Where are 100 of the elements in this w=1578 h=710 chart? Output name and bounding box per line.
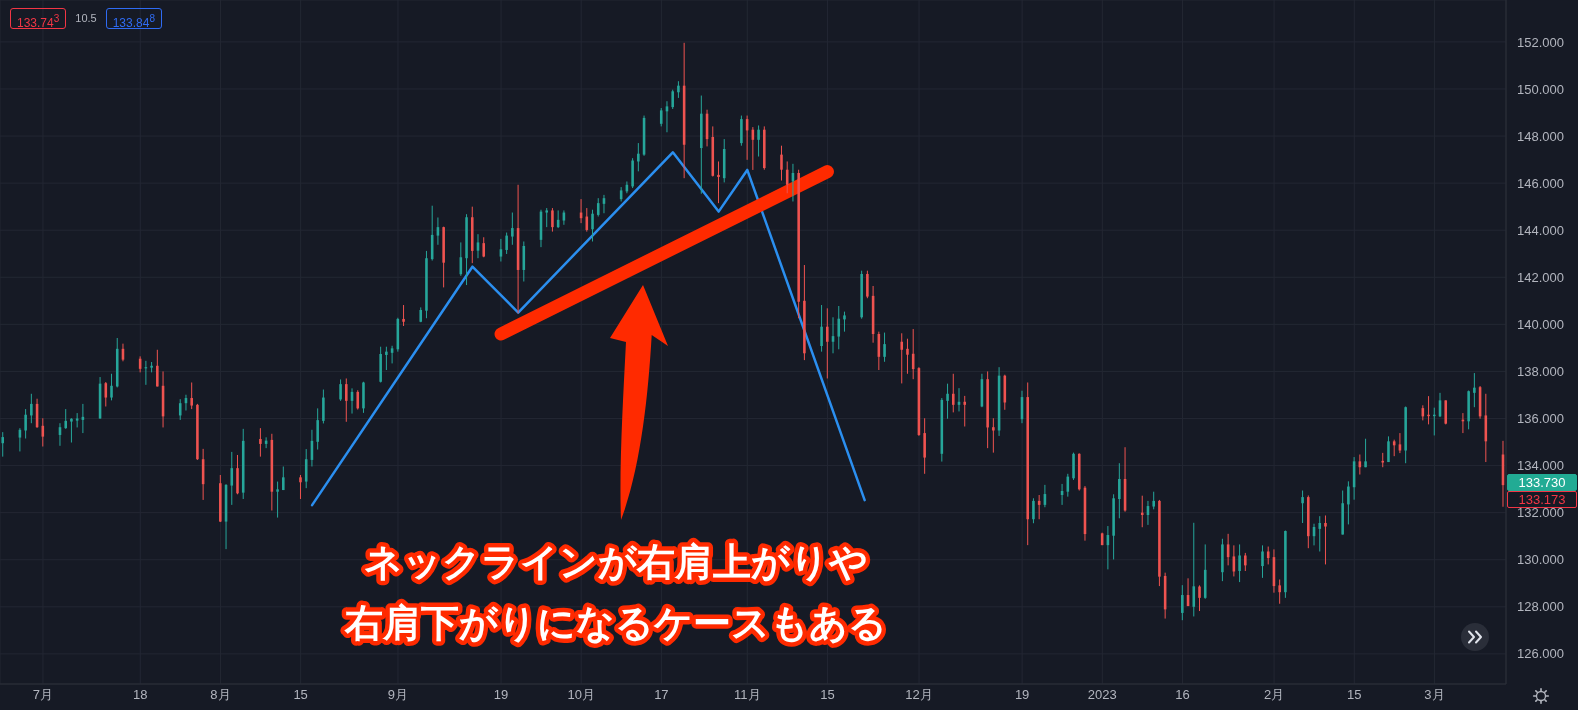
candlestick xyxy=(345,377,348,423)
candlestick xyxy=(259,427,262,458)
candlestick xyxy=(316,407,319,451)
candlestick xyxy=(1,431,5,458)
candlestick xyxy=(299,474,302,500)
x-tick-label: 2月 xyxy=(1263,687,1285,703)
x-tick-label: 19 xyxy=(1014,687,1030,703)
candlestick xyxy=(24,408,27,439)
y-tick-label: 132.000 xyxy=(1517,505,1564,521)
x-tick-label: 8月 xyxy=(210,687,231,703)
candlestick xyxy=(883,332,886,363)
y-tick-label: 128.000 xyxy=(1517,599,1564,615)
candlestick xyxy=(1118,462,1121,519)
x-tick-label: 17 xyxy=(654,687,669,703)
candlestick xyxy=(64,408,67,430)
x-tick-label: 16 xyxy=(1175,687,1190,703)
candlestick xyxy=(951,373,955,413)
price-tag: 133.173 xyxy=(1507,491,1577,508)
x-tick-label: 15 xyxy=(293,687,308,703)
candlestick xyxy=(1444,399,1448,425)
y-tick-label: 134.000 xyxy=(1517,458,1564,474)
candlestick xyxy=(780,145,783,182)
candlestick xyxy=(1181,584,1184,621)
candlestick xyxy=(659,107,663,127)
candlestick xyxy=(356,389,360,411)
x-tick-label: 11月 xyxy=(734,687,761,703)
y-tick-label: 126.000 xyxy=(1517,646,1564,662)
candlestick xyxy=(1032,497,1035,524)
x-tick-label: 10月 xyxy=(567,687,595,703)
x-tick-label: 12月 xyxy=(905,687,933,703)
candlestick xyxy=(322,389,325,424)
candlestick xyxy=(900,332,904,384)
candlestick xyxy=(1261,544,1264,579)
candlestick xyxy=(820,304,823,353)
candlestick xyxy=(946,383,949,420)
candlestick xyxy=(906,338,909,375)
candlestick xyxy=(826,307,829,379)
candlestick xyxy=(843,311,846,333)
y-tick-label: 144.000 xyxy=(1517,222,1564,238)
candlestick xyxy=(1244,552,1247,572)
candlestick xyxy=(545,207,548,228)
candlestick xyxy=(230,451,234,506)
candlestick xyxy=(276,481,279,519)
candlestick xyxy=(1387,435,1390,463)
candlestick xyxy=(717,160,720,204)
candlestick xyxy=(1473,372,1476,408)
x-tick-label: 7月 xyxy=(32,687,54,703)
price-tag: 133.730 xyxy=(1507,474,1577,491)
candlestick xyxy=(866,270,869,299)
candlestick xyxy=(385,346,388,371)
candlestick xyxy=(757,124,760,158)
y-tick-label: 148.000 xyxy=(1517,128,1564,144)
candlestick xyxy=(1238,543,1241,583)
x-tick-label: 18 xyxy=(133,687,148,703)
x-tick-label: 15 xyxy=(820,687,835,703)
y-tick-label: 136.000 xyxy=(1517,411,1564,427)
candlestick xyxy=(551,207,554,233)
y-tick-label: 152.000 xyxy=(1517,34,1564,50)
y-tick-label: 150.000 xyxy=(1517,81,1564,97)
candlestick xyxy=(1192,522,1196,617)
candlestick xyxy=(1347,480,1350,525)
candlestick xyxy=(1318,515,1322,552)
candlestick xyxy=(837,305,841,350)
candlestick xyxy=(339,378,342,402)
candlestick xyxy=(30,393,33,424)
price-box: 133.74$^{3}$ xyxy=(10,8,67,29)
candlestick xyxy=(1140,495,1144,528)
candlestick xyxy=(178,398,182,421)
candlestick xyxy=(591,209,594,242)
y-tick-label: 146.000 xyxy=(1517,175,1564,191)
y-tick-label: 142.000 xyxy=(1517,269,1564,285)
x-tick-label: 2023 xyxy=(1087,687,1117,703)
candlestick xyxy=(785,160,789,194)
y-tick-label: 140.000 xyxy=(1517,316,1564,332)
line-series xyxy=(310,151,866,507)
candlestick xyxy=(505,232,508,255)
candlestick xyxy=(511,212,514,246)
candlestick xyxy=(1278,578,1281,605)
candlestick xyxy=(596,197,600,218)
candlestick xyxy=(402,304,405,327)
candlestick xyxy=(963,395,967,427)
candlestick xyxy=(110,373,113,401)
price-box: 133.84$^{8}$ xyxy=(105,8,162,29)
candlestick xyxy=(671,89,674,110)
x-tick-label: 19 xyxy=(493,687,509,703)
annotation: 10.5 xyxy=(75,11,97,26)
candlestick xyxy=(992,417,995,454)
x-tick-label: 15 xyxy=(1347,687,1362,703)
candlestick xyxy=(156,349,159,387)
x-tick-label: 9月 xyxy=(387,687,409,703)
candlestick xyxy=(1324,514,1327,565)
candlestick xyxy=(637,142,640,172)
candlestick xyxy=(1301,490,1304,524)
y-tick-label: 138.000 xyxy=(1517,364,1564,380)
candlestick xyxy=(190,381,193,410)
annotation: 右肩下がりになるケースもある xyxy=(344,601,887,645)
candlestick xyxy=(1198,584,1201,612)
y-tick-label: 130.000 xyxy=(1517,552,1564,568)
candlestick xyxy=(70,417,73,444)
x-tick-label: 3月 xyxy=(1424,687,1445,703)
